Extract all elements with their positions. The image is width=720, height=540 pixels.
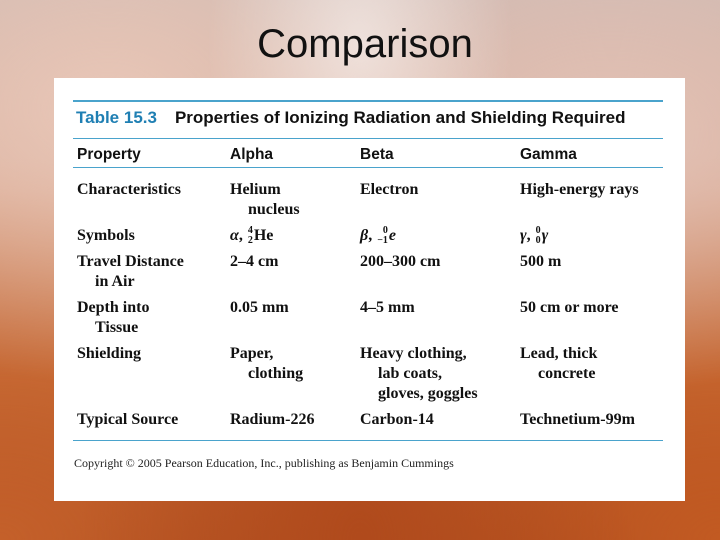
cell-alpha: 0.05 mm <box>230 299 289 316</box>
cell-property: Shielding <box>77 345 142 362</box>
cell-beta: 200–300 cm <box>360 253 441 270</box>
table-header-row: Property Alpha Beta Gamma <box>73 146 663 166</box>
cell-property: Symbols <box>77 227 135 244</box>
table-bottom-rule <box>73 440 663 441</box>
cell-gamma: High-energy rays <box>520 181 639 198</box>
table-caption: Table 15.3 Properties of Ionizing Radiati… <box>76 108 666 130</box>
cell-beta: Carbon-14 <box>360 411 434 428</box>
slide-title: Comparison <box>257 22 473 66</box>
header-beta: Beta <box>360 146 394 163</box>
cell-beta: Electron <box>360 181 419 198</box>
cell-beta-symbol: β, 0 −1 e <box>360 225 397 247</box>
cell-property: Typical Source <box>77 411 179 428</box>
header-gamma: Gamma <box>520 146 577 163</box>
cell-property: Depth into Tissue <box>77 299 150 336</box>
table-top-rule <box>73 100 663 102</box>
cell-gamma: Technetium-99m <box>520 411 635 428</box>
cell-gamma: 50 cm or more <box>520 299 619 316</box>
cell-property: Travel Distance in Air <box>77 253 184 290</box>
cell-alpha: Paper, clothing <box>230 345 304 382</box>
cell-alpha: Radium-226 <box>230 411 315 428</box>
caption-rule <box>73 138 663 139</box>
cell-alpha-symbol: α, 4 2 He <box>230 225 274 247</box>
table-panel: Table 15.3 Properties of Ionizing Radiati… <box>54 78 685 501</box>
cell-alpha: 2–4 cm <box>230 253 279 270</box>
header-alpha: Alpha <box>230 146 274 163</box>
header-rule <box>73 167 663 168</box>
cell-alpha: Helium nucleus <box>230 181 300 218</box>
copyright-notice: Copyright © 2005 Pearson Education, Inc.… <box>74 456 454 470</box>
cell-gamma: 500 m <box>520 253 562 270</box>
table-number: Table 15.3 <box>76 108 157 127</box>
cell-gamma: Lead, thick concrete <box>520 345 598 382</box>
cell-beta: 4–5 mm <box>360 299 415 316</box>
header-property: Property <box>77 146 141 163</box>
cell-property: Characteristics <box>77 181 181 198</box>
cell-beta: Heavy clothing, lab coats, gloves, goggles <box>360 345 478 402</box>
table-caption-text: Properties of Ionizing Radiation and Shi… <box>174 108 626 127</box>
